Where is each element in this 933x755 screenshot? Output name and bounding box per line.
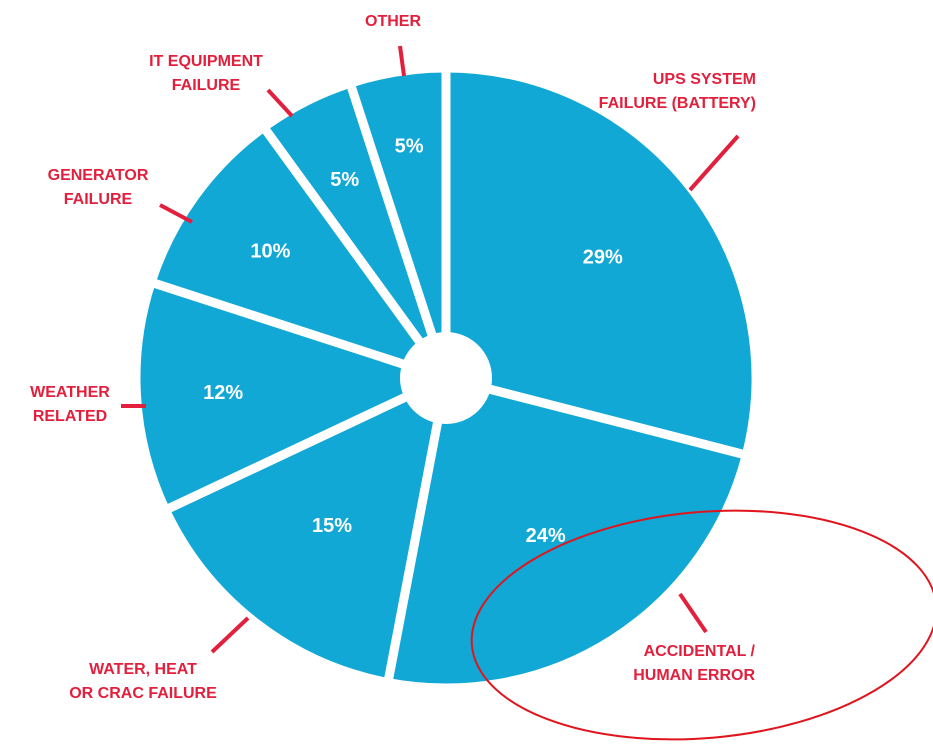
leader-line bbox=[159, 203, 193, 224]
pie-slices bbox=[131, 63, 761, 693]
slice-value-label: 5% bbox=[330, 169, 359, 191]
slice-category-label: ACCIDENTAL / HUMAN ERROR bbox=[633, 643, 755, 684]
pie-slice bbox=[344, 63, 451, 380]
leader-line bbox=[210, 616, 250, 654]
slice-category-label: WEATHER RELATED bbox=[30, 384, 110, 425]
slice-category-label: WATER, HEAT OR CRAC FAILURE bbox=[69, 661, 217, 702]
leader-line bbox=[688, 134, 740, 192]
leader-line bbox=[398, 45, 406, 77]
slice-value-label: 10% bbox=[250, 241, 290, 263]
pie-slice bbox=[131, 276, 459, 516]
leader-lines bbox=[121, 45, 740, 654]
slice-value-label: 5% bbox=[395, 135, 424, 157]
slice-value-label: 15% bbox=[312, 515, 352, 537]
value-labels: 29% 24% 15% 12% 10% 5% 5% bbox=[203, 135, 623, 547]
slice-category-label: GENERATOR FAILURE bbox=[48, 167, 149, 208]
slice-category-label: IT EQUIPMENT FAILURE bbox=[149, 53, 263, 94]
slice-value-label: 12% bbox=[203, 382, 243, 404]
slice-category-label: OTHER bbox=[365, 13, 421, 30]
donut-hole bbox=[400, 332, 492, 424]
slice-category-label: UPS SYSTEM FAILURE (BATTERY) bbox=[599, 71, 756, 112]
slice-value-label: 24% bbox=[526, 525, 566, 547]
leader-line bbox=[266, 88, 294, 118]
leader-line bbox=[678, 592, 708, 634]
slice-value-label: 29% bbox=[583, 246, 623, 268]
pie-slice bbox=[159, 370, 453, 688]
highlight-ellipse bbox=[470, 509, 933, 741]
category-labels: UPS SYSTEM FAILURE (BATTERY) ACCIDENTAL / H… bbox=[30, 13, 756, 702]
pie-slice bbox=[145, 120, 458, 387]
